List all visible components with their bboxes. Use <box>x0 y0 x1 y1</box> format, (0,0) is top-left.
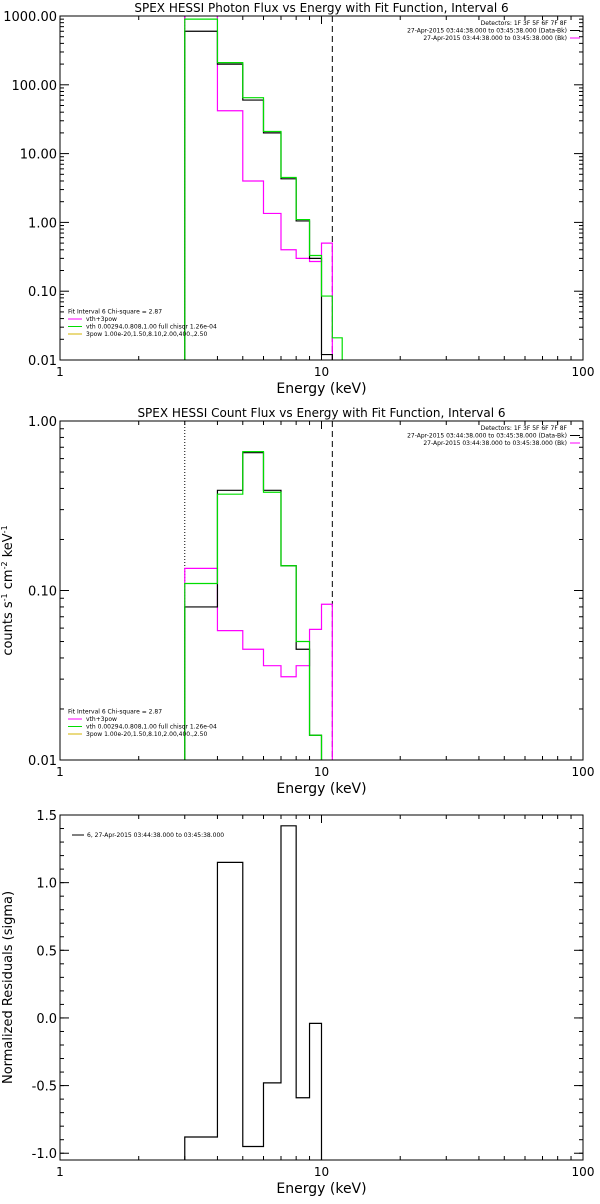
y-tick-label: 0.01 <box>28 354 57 369</box>
series-line-data <box>184 825 323 1160</box>
series-line-fit <box>184 18 343 360</box>
y-axis-label: Normalized Residuals (sigma) <box>1 891 16 1084</box>
y-tick-label: 1000.00 <box>3 10 57 25</box>
y-axis-label-part: cm <box>1 569 16 593</box>
y-tick-label: 0.01 <box>28 754 57 769</box>
legend-text: vth+3pow <box>86 316 117 323</box>
legend-text: vth 0.00294,0.808,1.00 full chisqr 1.26e… <box>86 324 217 331</box>
legend-text: 3pow 1.00e-20,1.50,8.10,2.00,400.,2.50 <box>86 731 207 738</box>
chart-panel-2: SPEX HESSI Count Flux vs Energy with Fit… <box>0 406 594 797</box>
y-tick-label: 1.0 <box>36 877 57 892</box>
legend-text: 27-Apr-2015 03:44:38.000 to 03:45:38.000… <box>423 440 567 447</box>
x-tick-label: 10 <box>314 365 329 379</box>
y-tick-label: 0.0 <box>36 1012 57 1027</box>
series-line-background <box>184 567 333 760</box>
x-tick-label: 100 <box>572 765 595 779</box>
x-tick-label: 100 <box>572 365 595 379</box>
y-axis-label-part: counts s <box>1 601 16 656</box>
legend-text: 27-Apr-2015 03:44:38.000 to 03:45:38.000… <box>423 35 567 42</box>
x-tick-label: 1 <box>56 1165 64 1179</box>
legend-text: 27-Apr-2015 03:44:38.000 to 03:45:38.000… <box>407 28 567 35</box>
legend-text: Fit Interval 6 Chi-square = 2.87 <box>68 709 162 716</box>
plot-frame <box>59 15 584 361</box>
legend-text: 3pow 1.00e-20,1.50,8.10,2.00,400.,2.50 <box>86 331 207 338</box>
legend-text: Fit Interval 6 Chi-square = 2.87 <box>68 309 162 316</box>
y-tick-label: 1.5 <box>36 809 57 824</box>
chart-panel-1: SPEX HESSI Photon Flux vs Energy with Fi… <box>3 1 594 397</box>
x-tick-label: 10 <box>314 765 329 779</box>
y-axis-ticks <box>60 15 583 361</box>
series-line-data <box>184 30 333 360</box>
legend-text: 27-Apr-2015 03:44:38.000 to 03:45:38.000… <box>407 433 567 440</box>
x-axis-label: Energy (keV) <box>276 381 366 397</box>
x-tick-label: 1 <box>56 365 64 379</box>
legend-text: 6, 27-Apr-2015 03:44:38.000 to 03:45:38.… <box>87 832 224 839</box>
legend-text: Detectors: 1F 3F 5F 6F 7F 8F <box>481 20 568 27</box>
chart-panel-3: 1 10 100 Energy (keV) -1.0 -0.5 0.0 0.5 1.0 1.5 No… <box>1 809 594 1197</box>
x-axis-ticks <box>59 815 572 1160</box>
y-axis-label: counts s-1 cm-2 keV-1 <box>0 525 16 655</box>
y-tick-label: 0.10 <box>28 285 57 300</box>
x-axis-label: Energy (keV) <box>276 1181 366 1197</box>
series-group <box>184 450 333 760</box>
chart-title: SPEX HESSI Count Flux vs Energy with Fit… <box>137 406 505 420</box>
y-tick-label: -1.0 <box>32 1147 57 1162</box>
series-line-fit <box>184 450 323 760</box>
series-group <box>184 825 323 1160</box>
chart-title: SPEX HESSI Photon Flux vs Energy with Fi… <box>134 1 508 15</box>
y-tick-label: 1.00 <box>28 415 57 430</box>
plot-frame <box>59 420 584 761</box>
y-tick-label: 0.5 <box>36 944 57 959</box>
y-tick-label: 0.10 <box>28 585 57 600</box>
series-group <box>184 16 343 360</box>
y-tick-label: -0.5 <box>32 1080 57 1095</box>
x-tick-label: 100 <box>572 1165 595 1179</box>
y-axis-label-exponent: -1 <box>0 525 9 533</box>
x-axis-label: Energy (keV) <box>276 781 366 797</box>
y-tick-label: 100.00 <box>12 79 58 94</box>
y-tick-label: 1.00 <box>28 216 57 231</box>
y-axis-label-exponent: -2 <box>0 561 9 569</box>
x-tick-label: 1 <box>56 765 64 779</box>
series-line-background <box>184 16 333 360</box>
legend-text: vth 0.00294,0.808,1.00 full chisqr 1.26e… <box>86 724 217 731</box>
series-line-data <box>184 452 323 760</box>
legend-text: Detectors: 1F 3F 5F 6F 7F 8F <box>481 425 568 432</box>
plot-frame <box>59 814 584 1161</box>
y-axis-label-part: keV <box>1 533 16 561</box>
legend-text: vth+3pow <box>86 716 117 723</box>
y-tick-label: 10.00 <box>20 148 57 163</box>
x-tick-label: 10 <box>314 1165 329 1179</box>
y-axis-label-exponent: -1 <box>0 593 9 601</box>
